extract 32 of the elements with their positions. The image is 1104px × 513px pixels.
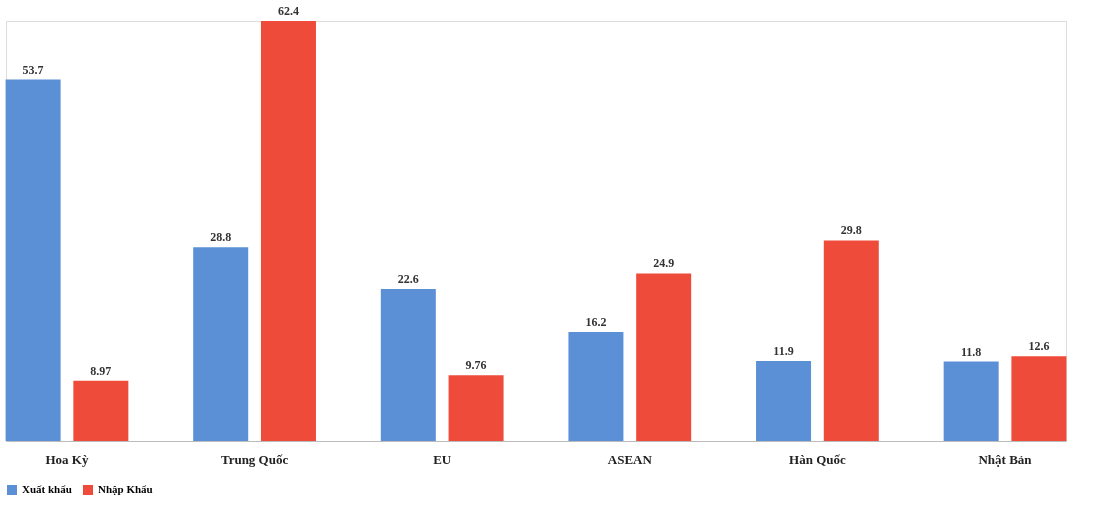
data-label: 28.8 [210, 230, 232, 245]
data-label: 8.97 [90, 363, 112, 378]
x-tick-label: EU [433, 451, 452, 467]
data-label: 22.6 [397, 271, 419, 286]
data-label: 12.6 [1028, 339, 1050, 354]
bar [73, 380, 129, 441]
legend-label: Xuất khẩu [22, 483, 72, 495]
bar [193, 247, 249, 441]
x-tick-label: ASEAN [607, 451, 653, 467]
bar [636, 273, 692, 441]
bar [568, 331, 624, 441]
bar [448, 375, 504, 441]
x-tick-label: Trung Quốc [220, 451, 289, 467]
data-label: 62.4 [277, 4, 299, 18]
legend-label: Nhập Khẩu [98, 483, 153, 495]
data-label: 16.2 [585, 314, 607, 329]
data-label: 11.8 [960, 344, 982, 359]
data-label: 24.9 [653, 256, 675, 271]
x-tick-label: Hoa Kỳ [45, 451, 89, 467]
bar [1011, 356, 1067, 441]
bar [756, 360, 812, 441]
x-tick-label: Nhật Bản [978, 451, 1033, 467]
bar [260, 21, 316, 441]
x-tick-label: Hàn Quốc [789, 451, 846, 467]
data-label: 11.9 [773, 343, 794, 358]
bar [823, 240, 879, 441]
data-label: 29.8 [840, 223, 862, 238]
bar [943, 361, 999, 441]
bar [5, 79, 61, 441]
data-label: 9.76 [465, 358, 487, 373]
data-label: 53.7 [22, 62, 44, 77]
bar [380, 288, 436, 441]
